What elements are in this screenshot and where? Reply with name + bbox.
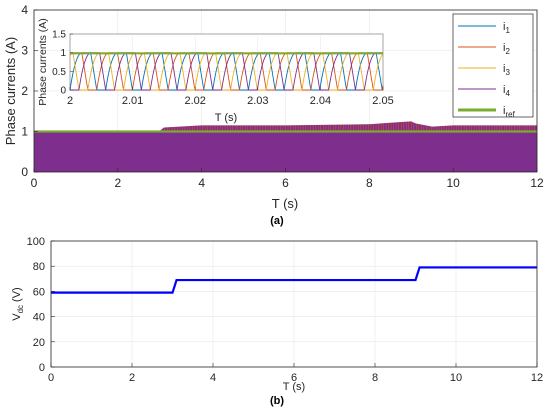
- panel-b-xtick-label: 12: [531, 372, 543, 384]
- panel-a-inset: 2 2.01 2.02 2.03 2.04 2.05 0 0.5 1 1.5 T (s) Phas…: [37, 18, 394, 124]
- panel-b-ticks: 0 2 4 6 8 10 12 0 20 40 60 80 100: [27, 236, 543, 384]
- panel-b-ytick-label: 0: [39, 362, 45, 374]
- panel-b-ylabel-sub: dc: [16, 305, 25, 313]
- panel-b-ylabel: Vdc (V): [11, 287, 25, 320]
- inset-ticks: 2 2.01 2.02 2.03 2.04 2.05 0 0.5 1 1.5: [52, 30, 394, 108]
- panel-b-ytick-label: 100: [27, 236, 45, 248]
- panel-a-xtick-label: 12: [530, 176, 544, 190]
- panel-a-caption: (a): [270, 215, 284, 227]
- legend-label-sub: 2: [505, 47, 510, 56]
- inset-xtick-label: 2.05: [372, 95, 393, 107]
- panel-b-ylabel-main: V: [11, 313, 23, 321]
- legend-label-main: i: [503, 42, 505, 54]
- inset-series-i_4: [70, 52, 383, 91]
- panel-a-xtick-label: 4: [198, 176, 205, 190]
- legend-label-i_3: i3: [503, 63, 510, 77]
- panel-a-ytick-label: 2: [21, 84, 28, 98]
- panel-b-xtick-label: 6: [291, 372, 297, 384]
- panel-a-xtick-label: 6: [282, 176, 289, 190]
- legend-label-main: i: [503, 84, 505, 96]
- panel-a-data: [34, 121, 537, 172]
- legend-label-sub: 3: [505, 68, 510, 77]
- inset-xtick-label: 2.04: [310, 95, 331, 107]
- legend-label-i_2: i2: [503, 42, 510, 56]
- panel-b-xtick-label: 4: [210, 372, 216, 384]
- panel-a-ytick-label: 0: [21, 165, 28, 179]
- legend-label-sub: 4: [505, 89, 510, 98]
- inset-ylabel: Phase currents (A): [37, 18, 49, 106]
- legend-label-sub: 1: [505, 26, 510, 35]
- panel-b-chart: 0 2 4 6 8 10 12 0 20 40 60 80 100 T (s) Vdc (V): [11, 236, 543, 393]
- panel-b-xtick-label: 2: [129, 372, 135, 384]
- legend-label-i_1: i1: [503, 21, 510, 35]
- legend-label-i_4: i4: [503, 84, 510, 98]
- legend-label-main: i: [503, 21, 505, 33]
- panel-a-ytick-label: 3: [21, 44, 28, 58]
- inset-ytick-label: 1: [60, 48, 66, 59]
- legend-label-i_ref: iref: [503, 105, 516, 119]
- inset-data: [69, 52, 384, 91]
- panel-a-xtick-label: 10: [446, 176, 460, 190]
- panel-b-ytick-label: 20: [33, 337, 45, 349]
- phase-current-band: [34, 121, 537, 172]
- legend-label-sub: ref: [505, 110, 515, 119]
- panel-a-xtick-label: 0: [31, 176, 38, 190]
- panel-a-xlabel: T (s): [272, 196, 298, 211]
- panel-b-caption: (b): [270, 395, 284, 407]
- panel-b-xtick-label: 8: [372, 372, 378, 384]
- inset-ytick-label: 0: [60, 86, 66, 97]
- inset-xtick-label: 2.03: [247, 95, 268, 107]
- panel-b-data: [51, 266, 537, 294]
- inset-ytick-label: 0.5: [52, 67, 66, 78]
- panel-b-xtick-label: 0: [48, 372, 54, 384]
- inset-xtick-label: 2: [67, 95, 73, 107]
- panel-a-ytick-label: 1: [21, 125, 28, 139]
- legend-box: [452, 13, 534, 118]
- panel-b-xlabel: T (s): [283, 381, 305, 393]
- inset-xlabel: T (s): [215, 112, 237, 124]
- panel-b-xtick-label: 10: [450, 372, 462, 384]
- inset-series-i_3: [70, 52, 384, 91]
- panel-a-ytick-label: 4: [21, 3, 28, 17]
- legend-label-main: i: [503, 63, 505, 75]
- inset-ytick-label: 1.5: [52, 30, 66, 41]
- panel-a-ylabel: Phase currents (A): [3, 37, 18, 145]
- panel-b-ylabel-unit: (V): [11, 287, 23, 302]
- legend-label-main: i: [503, 105, 505, 117]
- panel-a-xtick-label: 2: [114, 176, 121, 190]
- panel-a-xtick-label: 8: [366, 176, 373, 190]
- vdc-line: [51, 266, 537, 294]
- panel-b-ytick-label: 40: [33, 312, 45, 324]
- panel-b-ytick-label: 80: [33, 261, 45, 273]
- panel-b-ytick-label: 60: [33, 286, 45, 298]
- inset-xtick-label: 2.02: [184, 95, 205, 107]
- inset-xtick-label: 2.01: [122, 95, 143, 107]
